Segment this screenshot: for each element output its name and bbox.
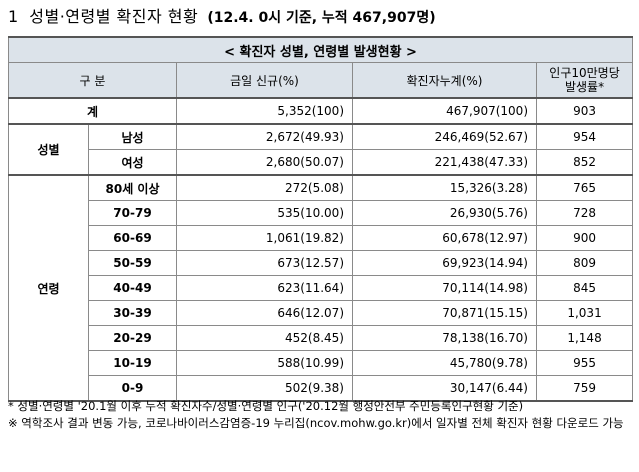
row-label: 20-29 xyxy=(88,325,177,351)
table-row-age-70s: 70-79 535(10.00) 26,930(5.76) 728 xyxy=(9,200,634,226)
cell-cumulative: 78,138(16.70) xyxy=(352,325,537,351)
cell-new: 2,672(49.93) xyxy=(176,123,353,150)
row-label: 남성 xyxy=(88,123,177,150)
cell-rate: 852 xyxy=(535,149,634,176)
cell-cumulative: 70,871(15.15) xyxy=(352,300,537,326)
header-per100k-line1: 인구10만명당 xyxy=(549,66,620,80)
cell-cumulative: 69,923(14.94) xyxy=(352,250,537,276)
table-header-row: 구 분 금일 신규(%) 확진자누계(%) 인구10만명당 발생률* xyxy=(8,62,634,99)
table-row-total: 계 5,352(100) 467,907(100) 903 xyxy=(8,97,634,125)
cell-new: 2,680(50.07) xyxy=(176,149,353,176)
header-new-today: 금일 신규(%) xyxy=(176,62,353,99)
cell-new: 5,352(100) xyxy=(176,97,353,125)
reference-date-note: (12.4. 0시 기준, 누적 467,907명) xyxy=(207,10,436,26)
cell-new: 535(10.00) xyxy=(176,200,353,226)
table-row-age-20s: 20-29 452(8.45) 78,138(16.70) 1,148 xyxy=(9,325,634,351)
cell-cumulative: 60,678(12.97) xyxy=(352,225,537,251)
cell-rate: 1,148 xyxy=(535,325,634,351)
cell-cumulative: 15,326(3.28) xyxy=(352,174,537,201)
table-row-age-50s: 50-59 673(12.57) 69,923(14.94) 809 xyxy=(9,250,634,276)
cell-rate: 845 xyxy=(535,275,634,301)
cell-cumulative: 26,930(5.76) xyxy=(352,200,537,226)
cell-new: 623(11.64) xyxy=(176,275,353,301)
cell-cumulative: 246,469(52.67) xyxy=(352,123,537,150)
cell-new: 673(12.57) xyxy=(176,250,353,276)
row-label: 50-59 xyxy=(88,250,177,276)
footnote-data-source: ※ 역학조사 결과 변동 가능, 코로나바이러스감염증-19 누리집(ncov.… xyxy=(8,416,624,430)
group-label-age: 연령 xyxy=(8,174,89,402)
cell-cumulative: 221,438(47.33) xyxy=(352,149,537,176)
cell-cumulative: 70,114(14.98) xyxy=(352,275,537,301)
cell-rate: 954 xyxy=(535,123,634,150)
row-label: 30-39 xyxy=(88,300,177,326)
cell-cumulative: 45,780(9.78) xyxy=(352,350,537,376)
table-row-male: 성별 남성 2,672(49.93) 246,469(52.67) 954 xyxy=(8,123,634,176)
header-cumulative: 확진자누계(%) xyxy=(352,62,537,99)
cell-rate: 903 xyxy=(535,97,634,125)
header-per100k-line2: 발생률* xyxy=(564,80,605,94)
header-per100k: 인구10만명당 발생률* xyxy=(535,62,634,99)
row-label: 계 xyxy=(8,97,177,125)
cell-rate: 1,031 xyxy=(535,300,634,326)
cell-rate: 900 xyxy=(535,225,634,251)
row-label: 80세 이상 xyxy=(88,174,177,201)
table-row-age-30s: 30-39 646(12.07) 70,871(15.15) 1,031 xyxy=(9,300,634,326)
cell-rate: 728 xyxy=(535,200,634,226)
header-category: 구 분 xyxy=(8,62,177,99)
row-label: 10-19 xyxy=(88,350,177,376)
cell-new: 452(8.45) xyxy=(176,325,353,351)
cell-new: 1,061(19.82) xyxy=(176,225,353,251)
table-row-age-10s: 10-19 588(10.99) 45,780(9.78) 955 xyxy=(9,350,634,376)
table-row-age-0-9: 0-9 502(9.38) 30,147(6.44) 759 xyxy=(9,375,634,402)
table-row-age-40s: 40-49 623(11.64) 70,114(14.98) 845 xyxy=(9,275,634,301)
cell-rate: 759 xyxy=(535,375,634,402)
row-label: 0-9 xyxy=(88,375,177,402)
group-label-sex: 성별 xyxy=(8,123,89,176)
footnotes: * 성별·연령별 '20.1월 이후 누적 확진자수/성별·연령별 인구('20… xyxy=(8,398,632,432)
cell-new: 646(12.07) xyxy=(176,300,353,326)
cell-new: 502(9.38) xyxy=(176,375,353,402)
cell-rate: 955 xyxy=(535,350,634,376)
confirmed-cases-table: < 확진자 성별, 연령별 발생현황 > 구 분 금일 신규(%) 확진자누계(… xyxy=(7,36,634,402)
cell-rate: 809 xyxy=(535,250,634,276)
table-row-age-80plus: 연령 80세 이상 272(5.08) 15,326(3.28) 765 xyxy=(8,174,634,402)
table-row-female: 여성 2,680(50.07) 221,438(47.33) 852 xyxy=(9,149,634,176)
section-title: 성별·연령별 확진자 현황 xyxy=(29,7,199,26)
section-heading: 1 성별·연령별 확진자 현황 (12.4. 0시 기준, 누적 467,907… xyxy=(8,6,436,28)
cell-cumulative: 467,907(100) xyxy=(352,97,537,125)
cell-rate: 765 xyxy=(535,174,634,201)
section-number: 1 xyxy=(8,7,19,26)
cell-new: 272(5.08) xyxy=(176,174,353,201)
table-row-age-60s: 60-69 1,061(19.82) 60,678(12.97) 900 xyxy=(9,225,634,251)
table-caption: < 확진자 성별, 연령별 발생현황 > xyxy=(7,36,634,63)
row-label: 70-79 xyxy=(88,200,177,226)
cell-new: 588(10.99) xyxy=(176,350,353,376)
row-label: 60-69 xyxy=(88,225,177,251)
row-label: 40-49 xyxy=(88,275,177,301)
footnote-rate-definition: * 성별·연령별 '20.1월 이후 누적 확진자수/성별·연령별 인구('20… xyxy=(8,399,524,413)
table-caption-row: < 확진자 성별, 연령별 발생현황 > xyxy=(7,36,634,63)
row-label: 여성 xyxy=(88,149,177,176)
